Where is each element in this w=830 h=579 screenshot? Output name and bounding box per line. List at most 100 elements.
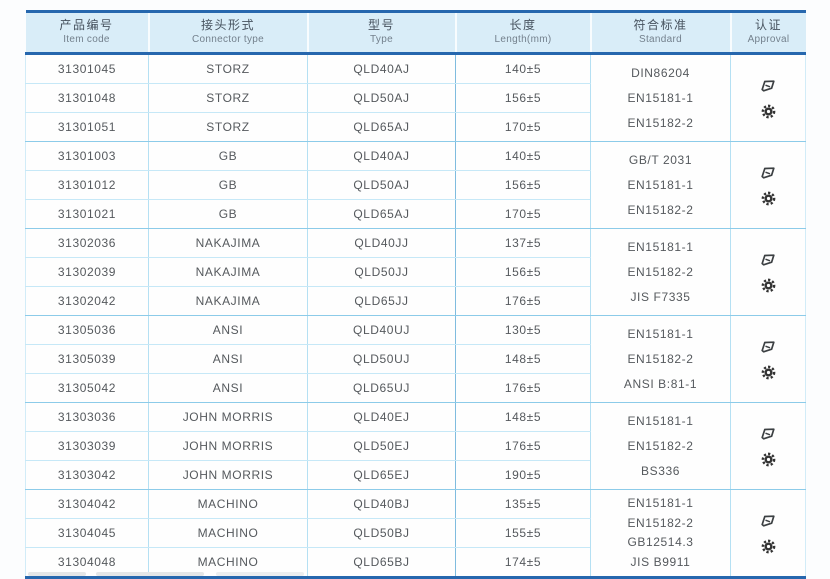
connector-type-cell: STORZ — [148, 112, 308, 142]
table-row: 31301051 STORZ QLD65AJ 170±5 — [25, 112, 806, 142]
cropped-next-content — [216, 572, 304, 576]
item-code-cell: 31305036 — [25, 315, 149, 345]
approval-cell — [730, 53, 806, 142]
standard-cell: DIN86204 EN15181-1 EN15182-2 — [590, 53, 731, 142]
item-code-cell: 31304042 — [25, 489, 149, 519]
table-row: 31302042 NAKAJIMA QLD65JJ 176±5 — [25, 286, 806, 316]
type-cell: QLD65UJ — [307, 373, 456, 403]
item-code-cell: 31301012 — [25, 170, 149, 200]
item-code-cell: 31305039 — [25, 344, 149, 374]
connector-type-cell: GB — [148, 170, 308, 200]
type-cell: QLD40JJ — [307, 228, 456, 258]
standard-line: DIN86204 — [631, 65, 690, 80]
connector-type-cell: ANSI — [148, 344, 308, 374]
length-cell: 140±5 — [455, 141, 591, 171]
standard-line: EN15181-1 — [627, 413, 694, 428]
table-row: 31301012 GB QLD50AJ 156±5 — [25, 170, 806, 200]
length-cell: 155±5 — [455, 518, 591, 548]
table-header: 产品编号 Item code 接头形式 Connector type 型号 Ty… — [25, 11, 806, 55]
type-cell: QLD50AJ — [307, 83, 456, 113]
length-cell: 174±5 — [455, 547, 591, 578]
connector-type-cell: MACHINO — [148, 489, 308, 519]
approval-cell — [730, 141, 806, 229]
standard-line: EN15181-1 — [627, 239, 694, 254]
certification-stamp-icon — [759, 339, 777, 354]
standard-line: EN15182-2 — [627, 515, 694, 530]
item-code-cell: 31301003 — [25, 141, 149, 171]
type-cell: QLD40AJ — [307, 53, 456, 84]
type-cell: QLD65AJ — [307, 112, 456, 142]
certification-seal-icon — [761, 452, 776, 467]
table-row: 31301021 GB QLD65AJ 170±5 — [25, 199, 806, 229]
header-length-zh: 长度 — [509, 18, 537, 32]
item-code-cell: 31303042 — [25, 460, 149, 490]
connector-type-cell: NAKAJIMA — [148, 228, 308, 258]
type-cell: QLD50EJ — [307, 431, 456, 461]
table-row: 31301045 STORZ QLD40AJ 140±5 DIN86204 EN… — [25, 53, 806, 142]
certification-seal-icon — [761, 539, 776, 554]
cropped-next-content — [96, 572, 204, 576]
standard-line: EN15182-2 — [627, 438, 694, 453]
type-cell: QLD65EJ — [307, 460, 456, 490]
table-row: 31302039 NAKAJIMA QLD50JJ 156±5 — [25, 257, 806, 287]
product-group-john-morris: 31303036 JOHN MORRIS QLD40EJ 148±5 EN151… — [25, 402, 806, 490]
approval-cell — [730, 489, 806, 578]
certification-seal-icon — [761, 104, 776, 119]
table-row: 31305039 ANSI QLD50UJ 148±5 — [25, 344, 806, 374]
connector-type-cell: NAKAJIMA — [148, 257, 308, 287]
table-row: 31305036 ANSI QLD40UJ 130±5 EN15181-1 EN… — [25, 315, 806, 403]
standard-line: EN15182-2 — [627, 115, 694, 130]
approval-cell — [730, 315, 806, 403]
cropped-next-content — [28, 572, 86, 576]
type-cell: QLD65JJ — [307, 286, 456, 316]
standard-cell: EN15181-1 EN15182-2 JIS F7335 — [590, 228, 731, 316]
item-code-cell: 31302042 — [25, 286, 149, 316]
connector-type-cell: MACHINO — [148, 518, 308, 548]
standard-line: EN15181-1 — [627, 496, 694, 510]
certification-stamp-icon — [759, 513, 777, 528]
table-row: 31302036 NAKAJIMA QLD40JJ 137±5 EN15181-… — [25, 228, 806, 316]
table-row: 31303042 JOHN MORRIS QLD65EJ 190±5 — [25, 460, 806, 490]
connector-type-cell: GB — [148, 141, 308, 171]
length-cell: 137±5 — [455, 228, 591, 258]
type-cell: QLD40UJ — [307, 315, 456, 345]
product-group-storz: 31301045 STORZ QLD40AJ 140±5 DIN86204 EN… — [25, 53, 806, 142]
header-standard-en: Standard — [639, 34, 682, 45]
length-cell: 170±5 — [455, 199, 591, 229]
length-cell: 135±5 — [455, 489, 591, 519]
header-standard: 符合标准 Standard — [589, 11, 731, 55]
header-approval-zh: 认证 — [754, 18, 782, 32]
item-code-cell: 31302036 — [25, 228, 149, 258]
connector-type-cell: STORZ — [148, 83, 308, 113]
standard-line: EN15181-1 — [627, 90, 694, 105]
connector-type-cell: GB — [148, 199, 308, 229]
connector-type-cell: STORZ — [148, 53, 308, 84]
product-group-machino: 31304042 MACHINO QLD40BJ 135±5 EN15181-1… — [25, 489, 806, 578]
connector-type-cell: JOHN MORRIS — [148, 431, 308, 461]
standard-line: JIS F7335 — [630, 289, 691, 304]
standard-line: EN15182-2 — [627, 351, 694, 366]
table-row: 31303039 JOHN MORRIS QLD50EJ 176±5 — [25, 431, 806, 461]
standard-line: GB/T 2031 — [628, 152, 693, 167]
header-approval-en: Approval — [747, 34, 790, 45]
header-item-code-zh: 产品编号 — [59, 18, 114, 32]
item-code-cell: 31303039 — [25, 431, 149, 461]
type-cell: QLD50BJ — [307, 518, 456, 548]
header-length-en: Length(mm) — [494, 34, 552, 45]
table-row: 31305042 ANSI QLD65UJ 176±5 — [25, 373, 806, 403]
type-cell: QLD40EJ — [307, 402, 456, 432]
length-cell: 190±5 — [455, 460, 591, 490]
certification-stamp-icon — [759, 426, 777, 441]
header-row: 产品编号 Item code 接头形式 Connector type 型号 Ty… — [25, 11, 806, 55]
standard-line: ANSI B:81-1 — [623, 376, 698, 391]
type-cell: QLD50UJ — [307, 344, 456, 374]
table-row: 31303036 JOHN MORRIS QLD40EJ 148±5 EN151… — [25, 402, 806, 490]
length-cell: 156±5 — [455, 83, 591, 113]
standard-cell: GB/T 2031 EN15181-1 EN15182-2 — [590, 141, 731, 229]
header-connector-type-zh: 接头形式 — [200, 18, 255, 32]
table-row: 31304045 MACHINO QLD50BJ 155±5 — [25, 518, 806, 548]
standard-cell: EN15181-1 EN15182-2 GB12514.3 JIS B9911 — [590, 489, 731, 578]
length-cell: 176±5 — [455, 431, 591, 461]
type-cell: QLD65BJ — [307, 547, 456, 578]
